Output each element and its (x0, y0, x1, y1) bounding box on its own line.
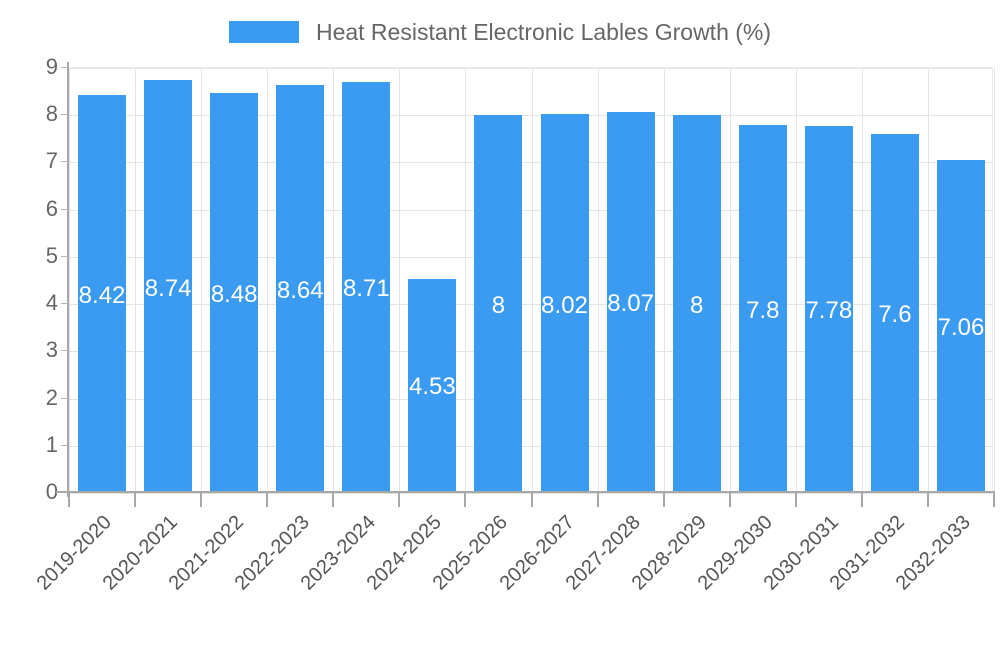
vertical-gridline (796, 68, 797, 491)
bar-value-label: 8.02 (541, 291, 588, 319)
vertical-gridline (862, 68, 863, 491)
y-axis-tick-mark (61, 161, 68, 163)
bar[interactable] (408, 279, 457, 493)
vertical-gridline (730, 68, 731, 491)
x-axis-tick-mark (398, 491, 400, 507)
vertical-gridline (664, 68, 665, 491)
y-axis-tick-mark (61, 255, 68, 257)
bar-value-label: 8.48 (210, 280, 258, 308)
bar-value-label: 7.6 (878, 301, 912, 329)
horizontal-gridline (69, 209, 992, 211)
bar[interactable] (936, 159, 985, 493)
x-axis-tick-mark (993, 491, 995, 507)
bar-value-label: 8.64 (276, 277, 324, 305)
legend-color-swatch[interactable] (228, 21, 299, 43)
vertical-gridline (994, 68, 995, 491)
x-axis-tick-mark (729, 491, 731, 507)
vertical-gridline (532, 68, 533, 491)
x-axis-tick-mark (927, 491, 929, 507)
horizontal-gridline (69, 398, 992, 400)
bar[interactable] (276, 85, 325, 493)
vertical-gridline (465, 68, 466, 491)
y-axis-tick-mark (61, 303, 68, 305)
bar-value-label: 8 (491, 292, 506, 319)
bar-value-label: 8.07 (607, 290, 654, 318)
horizontal-gridline (69, 256, 992, 258)
bar-value-label: 7.78 (805, 297, 853, 325)
y-axis-tick-label: 9 (45, 54, 58, 79)
bar[interactable] (78, 95, 127, 493)
y-axis-tick-mark (61, 444, 68, 446)
y-axis-tick-label: 5 (45, 242, 58, 268)
y-axis-tick-mark (61, 397, 68, 399)
x-axis-tick-mark (464, 491, 466, 507)
bar[interactable] (804, 125, 853, 493)
y-axis-tick-label: 0 (45, 479, 58, 504)
y-axis-tick-mark (61, 67, 68, 68)
y-axis-tick-mark (61, 350, 68, 352)
y-axis-ticks: 0 1 2 3 4 5 6 7 8 9 (0, 0, 68, 600)
x-axis-tick-mark (597, 491, 599, 507)
y-axis-tick-label: 1 (45, 431, 58, 457)
y-axis-tick-label: 8 (45, 101, 58, 127)
bar-chart: Heat Resistant Electronic Lables Growth … (0, 0, 1000, 600)
vertical-gridline (135, 68, 136, 491)
bar-value-label: 4.53 (409, 373, 456, 401)
plot-area: 8.42 8.74 8.48 8.64 8.71 4.53 8 8.02 8.07 8 7.8 7.7… (68, 67, 995, 494)
bar[interactable] (342, 81, 391, 493)
bar-value-label: 8.42 (78, 282, 126, 310)
horizontal-gridline (69, 68, 992, 69)
bar-value-label: 8.71 (342, 275, 390, 303)
y-axis-tick-label: 6 (45, 195, 58, 221)
bar-value-label: 7.06 (937, 313, 985, 341)
horizontal-gridline (69, 493, 992, 494)
bar[interactable] (738, 124, 787, 493)
x-axis-tick-mark (795, 491, 797, 507)
x-axis-tick-mark (332, 491, 334, 507)
y-axis-tick-label: 4 (45, 290, 58, 316)
y-axis-tick-label: 7 (45, 148, 58, 174)
y-axis-line (67, 62, 69, 497)
bar[interactable] (606, 111, 655, 493)
horizontal-gridline (69, 304, 992, 306)
vertical-gridline (201, 68, 202, 491)
x-axis-tick-mark (200, 491, 202, 507)
y-axis-tick-mark (61, 114, 68, 116)
bar[interactable] (540, 114, 589, 493)
x-axis-tick-mark (266, 491, 268, 507)
vertical-gridline (267, 68, 268, 491)
horizontal-gridline (69, 445, 992, 447)
x-axis-tick-mark (68, 491, 70, 507)
horizontal-gridline (69, 115, 992, 117)
x-axis-tick-mark (134, 491, 136, 507)
x-axis-line (56, 491, 994, 493)
y-axis-tick-label: 2 (45, 384, 58, 410)
bar[interactable] (474, 115, 523, 493)
vertical-gridline (598, 68, 599, 491)
bar[interactable] (144, 80, 193, 493)
bar-value-label: 8.74 (144, 274, 192, 302)
y-axis-tick-label: 3 (45, 337, 58, 363)
bar[interactable] (672, 115, 721, 493)
vertical-gridline (69, 68, 70, 491)
horizontal-gridline (69, 351, 992, 353)
bar-value-label: 8 (689, 292, 704, 319)
bar-value-label: 7.8 (746, 296, 780, 324)
horizontal-gridline (69, 162, 992, 164)
vertical-gridline (928, 68, 929, 491)
vertical-gridline (333, 68, 334, 491)
legend-series-label: Heat Resistant Electronic Lables Growth … (315, 18, 772, 45)
vertical-gridline (399, 68, 400, 491)
bar[interactable] (870, 134, 919, 493)
x-axis-tick-mark (861, 491, 863, 507)
chart-legend: Heat Resistant Electronic Lables Growth … (0, 12, 1000, 52)
y-axis-tick-mark (61, 208, 68, 210)
x-axis-tick-mark (531, 491, 533, 507)
bar[interactable] (210, 92, 259, 493)
x-axis-tick-mark (663, 491, 665, 507)
